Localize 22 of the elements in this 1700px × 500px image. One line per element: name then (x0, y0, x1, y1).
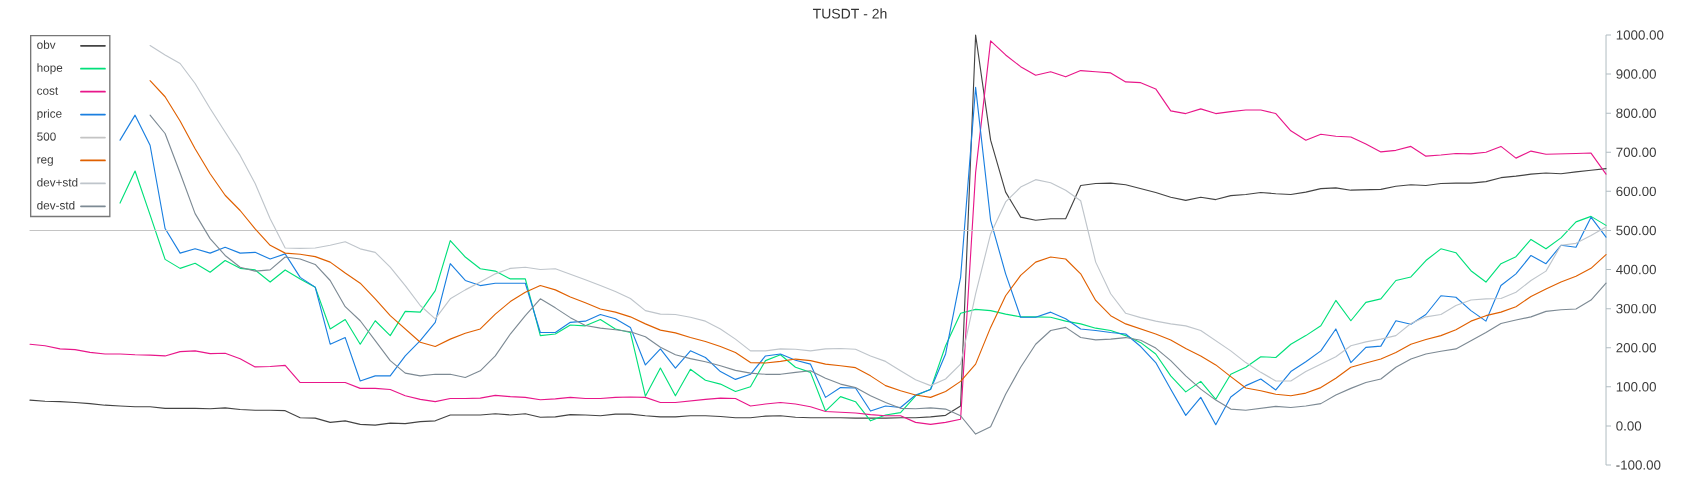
legend-label: obv (37, 40, 56, 49)
y-tick-label: -100.00 (1616, 460, 1661, 470)
line-series (119, 170, 1607, 422)
y-tick-label: 0.00 (1616, 421, 1642, 431)
legend-label: price (37, 109, 62, 121)
legend-label: dev+std (37, 177, 78, 187)
y-tick-label: 100.00 (1616, 382, 1656, 392)
legend-label: dev-std (37, 200, 75, 210)
legend-label: hope (37, 63, 63, 75)
y-tick-label: 1000.00 (1616, 30, 1664, 40)
y-tick-label: 500.00 (1616, 225, 1656, 236)
y-tick-label: 800.00 (1616, 108, 1656, 118)
y-tick-label: 200.00 (1616, 343, 1656, 353)
chart-title: TUSDT - 2h (812, 8, 887, 19)
y-tick-label: 300.00 (1616, 303, 1656, 314)
legend-label: cost (37, 87, 59, 95)
legend-label: 500 (37, 132, 56, 141)
legend-label: reg (37, 157, 53, 166)
y-tick-label: 700.00 (1616, 147, 1656, 157)
y-tick-label: 900.00 (1616, 69, 1656, 79)
y-tick-label: 400.00 (1616, 264, 1656, 275)
y-tick-label: 600.00 (1616, 186, 1656, 197)
